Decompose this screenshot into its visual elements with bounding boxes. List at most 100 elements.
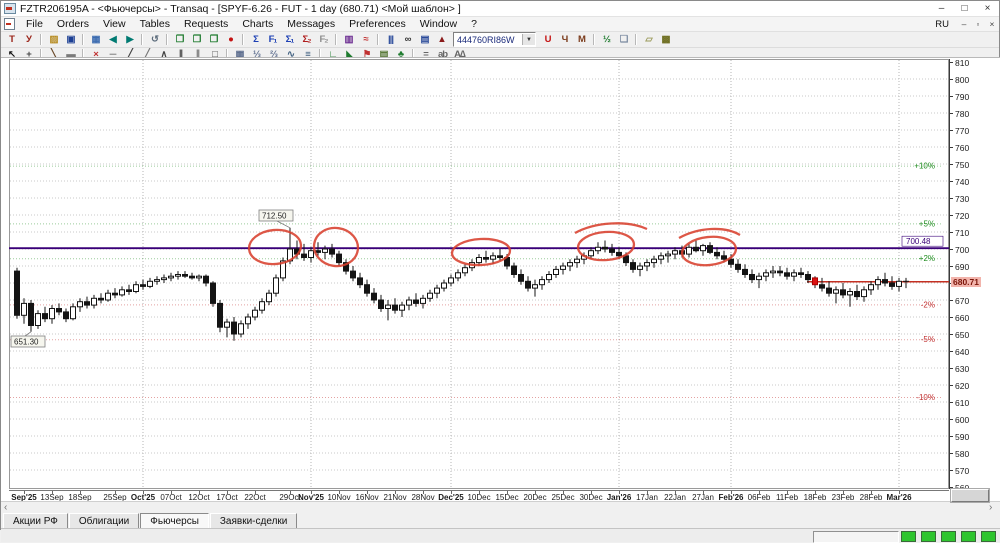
clipboard-icon[interactable]: ▱ [645, 34, 652, 45]
levels-icon[interactable]: ≡ [305, 49, 311, 60]
percent-icon[interactable]: ½ [603, 34, 611, 45]
date-tick [731, 491, 732, 494]
tab-облигации[interactable]: Облигации [68, 513, 140, 529]
fib-retracement-icon[interactable]: ⅓ [253, 49, 261, 60]
angle-icon[interactable]: ∧ [160, 49, 168, 60]
equals-icon[interactable]: = [423, 49, 429, 60]
t-icon[interactable]: Т [9, 34, 15, 45]
menu-item-orders[interactable]: Orders [56, 18, 90, 30]
date-tick [843, 491, 844, 494]
wave-icon[interactable]: ∿ [287, 49, 295, 60]
child-minimize-button[interactable]: – [961, 19, 967, 29]
price-tick [950, 130, 953, 131]
sum2-icon[interactable]: Σ₂ [302, 34, 312, 45]
menu-item-requests[interactable]: Requests [183, 18, 229, 30]
chart-document-icon[interactable] [4, 18, 15, 30]
candles-icon[interactable]: ▥ [344, 34, 354, 45]
open-folder-icon[interactable]: ▨ [49, 34, 59, 45]
cursor-icon[interactable]: ↖ [8, 49, 16, 60]
f1-icon[interactable]: F₁ [268, 34, 278, 45]
eraser-icon[interactable]: ▬ [66, 49, 76, 60]
price-tick-label: 780 [955, 108, 970, 119]
date-tick [367, 491, 368, 494]
close-button[interactable]: × [984, 3, 991, 14]
menu-item-preferences[interactable]: Preferences [349, 18, 406, 30]
child-restore-button[interactable]: ▫ [976, 19, 980, 29]
child-close-button[interactable]: × [989, 19, 995, 29]
menu-item-view[interactable]: View [103, 18, 126, 30]
sum1-icon[interactable]: Σ₁ [285, 34, 295, 45]
refresh-icon[interactable]: ↺ [151, 34, 159, 45]
date-tick [115, 491, 116, 494]
minimize-button[interactable]: – [938, 3, 945, 14]
leaf-icon[interactable]: ♣ [397, 49, 404, 60]
date-tick [227, 491, 228, 494]
delete-icon[interactable]: × [93, 49, 99, 60]
save-icon[interactable]: ▣ [66, 34, 76, 45]
date-tick-label: Oct'25 [130, 493, 156, 502]
tab-фьючерсы[interactable]: Фьючерсы [140, 513, 209, 529]
menu-item-tables[interactable]: Tables [139, 18, 170, 30]
bars-icon[interactable]: ||| [388, 34, 394, 45]
trend-icon[interactable]: ∟ [328, 49, 337, 60]
price-tick-label: 670 [955, 295, 970, 306]
chevron-down-icon[interactable]: ▼ [522, 34, 535, 45]
copy2-icon[interactable]: ❐ [192, 34, 202, 45]
sum-icon[interactable]: Σ [253, 34, 259, 45]
grid-icon[interactable]: ▦ [235, 49, 245, 60]
scroll-right-arrow[interactable]: › [989, 502, 993, 513]
menu-item-charts[interactable]: Charts [242, 18, 274, 30]
maximize-button[interactable]: □ [961, 3, 968, 14]
bottom-tabs: Акции РФ Облигации Фьючерсы Заявки-сделки [1, 513, 1000, 529]
price-tick [950, 402, 953, 403]
table-icon[interactable]: ▦ [91, 34, 101, 45]
next-icon[interactable]: ▶ [126, 34, 133, 45]
f2-icon[interactable]: F₂ [319, 34, 328, 45]
high-price-label: 712.50 [262, 212, 287, 221]
parallel-icon[interactable]: ∥ [178, 49, 184, 60]
fib-fan-icon[interactable]: ⅔ [270, 49, 278, 60]
candlestick-chart[interactable]: +10% +5% +2% -2% -5% -10% 700.48 712.50 651.30 [9, 59, 949, 489]
flag-icon[interactable]: ⚑ [362, 49, 372, 60]
stop-icon[interactable]: ● [228, 34, 234, 45]
zigzag-icon[interactable]: ≈ [363, 34, 368, 45]
prev-icon[interactable]: ◀ [109, 34, 116, 45]
bear-icon[interactable]: М [578, 34, 586, 45]
label-icon[interactable]: A∆ [454, 49, 466, 60]
price-tick [950, 368, 953, 369]
text-icon[interactable]: ab [437, 49, 448, 60]
binoculars-icon[interactable]: ∞ [404, 34, 412, 45]
ray-icon[interactable]: ╱ [144, 49, 150, 60]
connection-light [921, 531, 936, 542]
tab-акции-рф[interactable]: Акции РФ [3, 513, 68, 529]
scrollbar-thumb[interactable] [951, 489, 989, 502]
tab-заявки-сделки[interactable]: Заявки-сделки [209, 513, 298, 529]
copy3-icon[interactable]: ❐ [209, 34, 219, 45]
corner-icon[interactable]: ◣ [346, 49, 353, 60]
price-tick-label: 790 [955, 91, 970, 102]
lang-indicator[interactable]: RU [935, 18, 949, 30]
crosshair-icon[interactable]: + [26, 49, 32, 60]
segment-icon[interactable]: ╱ [127, 49, 133, 60]
u-icon[interactable]: U [544, 34, 552, 45]
briefcase-icon[interactable]: ▩ [661, 34, 671, 45]
message-icon[interactable]: ❏ [619, 34, 629, 45]
alert-icon[interactable]: ▲ [437, 34, 446, 45]
date-tick [80, 491, 81, 494]
copy-icon[interactable]: ❐ [175, 34, 185, 45]
menu-item-messages[interactable]: Messages [287, 18, 336, 30]
instrument-combobox[interactable]: 444760RI86W ▼ [453, 32, 536, 47]
pen-icon[interactable]: ╲ [51, 49, 57, 60]
rect-icon[interactable]: □ [212, 49, 218, 60]
menu-item-file[interactable]: File [26, 18, 43, 30]
report-icon[interactable]: ▤ [420, 34, 430, 45]
menu-item-?[interactable]: ? [471, 18, 477, 30]
y-icon[interactable]: У [26, 34, 32, 45]
scroll-left-arrow[interactable]: ‹ [4, 502, 8, 513]
menu-item-window[interactable]: Window [419, 18, 458, 30]
channel-icon[interactable]: ∥ [195, 49, 201, 60]
notepad-icon[interactable]: ▤ [379, 49, 389, 60]
toolbar-separator [141, 34, 143, 45]
bull-icon[interactable]: Ч [561, 34, 569, 45]
hline-icon[interactable]: ─ [109, 49, 117, 60]
